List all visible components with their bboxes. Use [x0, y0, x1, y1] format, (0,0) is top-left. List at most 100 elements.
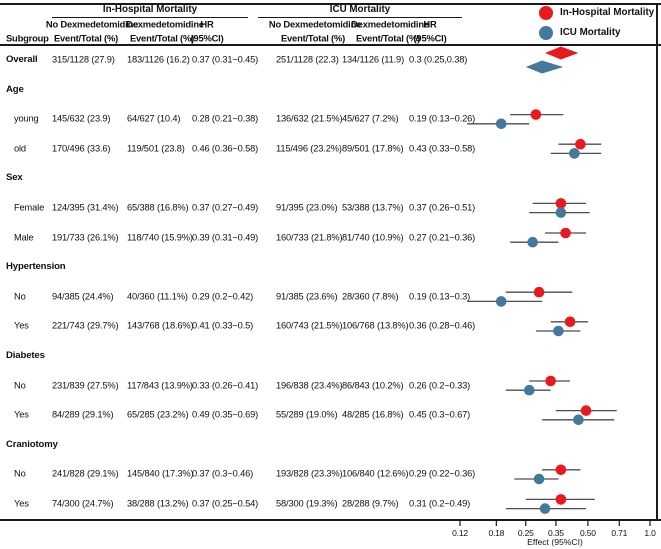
- icu-9-point: [553, 325, 564, 337]
- row-label-diabetes: Diabetes: [6, 350, 45, 362]
- header-separator: [0, 44, 661, 46]
- row-label-yes: Yes: [14, 409, 29, 420]
- cell-ih-no-dex: 74/300 (24.7%): [52, 498, 114, 509]
- row-label-yes: Yes: [14, 320, 29, 331]
- cell-ih-hr: 0.29 (0.2~0.42): [192, 291, 254, 302]
- axis-tick-label: 0.71: [611, 528, 628, 538]
- in-hospital-9-point: [564, 316, 576, 328]
- cell-icu-hr: 0.45 (0.3~0.67): [409, 409, 471, 420]
- cell-ih-no-dex: 124/395 (31.4%): [52, 202, 119, 213]
- cell-icu-dex: 48/285 (16.8%): [342, 409, 404, 420]
- cell-icu-no-dex: 251/1128 (22.3): [276, 54, 339, 65]
- row-label-old: old: [14, 143, 26, 154]
- cell-icu-hr: 0.31 (0.2~0.49): [409, 498, 471, 509]
- icu-3-point: [569, 148, 580, 159]
- in-hospital-14-point: [555, 464, 567, 476]
- cell-ih-no-dex: 84/289 (29.1%): [52, 409, 114, 420]
- col-header-subgroup: Subgroup: [6, 32, 49, 44]
- row-label-overall: Overall: [6, 54, 38, 66]
- cell-ih-dex: 117/843 (13.9%): [127, 379, 193, 390]
- in-hospital-underline: [52, 17, 248, 19]
- axis-tick-label: 0.18: [488, 528, 505, 538]
- col-header-ih-ci: (95%CI): [190, 32, 224, 44]
- cell-icu-no-dex: 91/395 (23.0%): [276, 202, 338, 213]
- row-label-male: Male: [14, 231, 34, 242]
- in-hospital-8-point: [533, 286, 545, 298]
- row-label-hypertension: Hypertension: [6, 261, 66, 273]
- col-header-ih-event-total-2: Event/Total (%): [129, 32, 195, 44]
- icu-5-point: [555, 207, 567, 218]
- cell-ih-no-dex: 231/839 (27.5%): [52, 379, 119, 390]
- cell-icu-dex: 28/360 (7.8%): [342, 291, 399, 302]
- row-label-craniotomy: Craniotomy: [6, 439, 58, 450]
- cell-icu-no-dex: 115/496 (23.2%): [276, 143, 342, 154]
- col-header-icu-dex: Dexmedetomidine: [351, 18, 429, 30]
- icu-6-point: [527, 236, 538, 248]
- cell-ih-dex: 64/627 (10.4): [127, 113, 181, 124]
- cell-ih-dex: 65/388 (16.8%): [127, 202, 189, 213]
- cell-icu-dex: 53/388 (13.7%): [342, 202, 404, 213]
- in-hospital-mortality-marker-icon: [539, 6, 553, 20]
- col-header-icu-hr: HR: [423, 18, 437, 30]
- in-hospital-15-point: [555, 494, 567, 505]
- cell-icu-no-dex: 160/733 (21.8%): [276, 231, 343, 242]
- cell-ih-dex: 145/840 (17.3%): [127, 468, 194, 479]
- col-header-icu-event-total-2: Event/Total (%): [355, 32, 421, 44]
- in-hospital-11-point: [545, 375, 556, 387]
- in-hospital-3-point: [575, 138, 586, 150]
- cell-icu-dex: 81/740 (10.9%): [342, 231, 404, 242]
- cell-ih-hr: 0.37 (0.3~0.46): [192, 468, 254, 479]
- cell-icu-dex: 45/627 (7.2%): [342, 113, 399, 124]
- cell-ih-no-dex: 170/496 (33.6): [52, 143, 111, 154]
- cell-icu-no-dex: 58/300 (19.3%): [276, 498, 338, 509]
- col-header-icu-ci: (95%CI): [413, 32, 447, 44]
- cell-ih-hr: 0.39 (0.31~0.49): [192, 231, 259, 242]
- cell-icu-dex: 106/840 (12.6%): [342, 468, 409, 479]
- cell-icu-hr: 0.36 (0.28~0.46): [409, 320, 476, 331]
- in-hospital-2-point: [530, 109, 542, 120]
- cell-ih-no-dex: 315/1128 (27.9): [52, 54, 115, 65]
- cell-ih-dex: 40/360 (11.1%): [127, 291, 188, 302]
- cell-icu-dex: 28/288 (9.7%): [342, 498, 399, 509]
- axis-tick-label: 0.25: [517, 528, 534, 538]
- cell-ih-hr: 0.33 (0.26~0.41): [192, 379, 259, 390]
- icu-underline: [258, 17, 462, 19]
- cell-ih-no-dex: 241/828 (29.1%): [52, 468, 119, 479]
- icu-mortality-marker-icon: [539, 26, 553, 40]
- cell-ih-hr: 0.28 (0.21~0.38): [192, 113, 259, 124]
- x-axis-title: Effect (95%CI): [527, 537, 583, 547]
- cell-icu-hr: 0.27 (0.21~0.36): [409, 231, 476, 242]
- top-border: [0, 3, 661, 5]
- in-hospital-5-point: [555, 198, 567, 209]
- cell-ih-hr: 0.37 (0.25~0.54): [192, 498, 259, 509]
- cell-ih-hr: 0.49 (0.35~0.69): [192, 409, 259, 420]
- icu-12-point: [573, 414, 584, 426]
- cell-icu-no-dex: 136/632 (21.5%): [276, 113, 343, 124]
- row-label-no: No: [14, 379, 26, 390]
- row-label-female: Female: [14, 202, 45, 213]
- axis-tick-label: 0.50: [580, 528, 596, 538]
- cell-icu-dex: 106/768 (13.8%): [342, 320, 409, 331]
- cell-icu-dex: 86/843 (10.2%): [342, 379, 404, 390]
- row-label-no: No: [14, 468, 26, 479]
- icu-11-point: [523, 384, 535, 396]
- axis-tick-label: 0.35: [548, 528, 564, 538]
- icu-14-point: [533, 473, 545, 485]
- axis-tick-label: 0.12: [452, 528, 468, 538]
- row-label-sex: Sex: [6, 172, 23, 184]
- right-border: [656, 3, 658, 520]
- icu-2-point: [495, 118, 507, 130]
- col-header-icu-no-dex: No Dexmedetomidine: [268, 18, 362, 30]
- col-header-ih-dex: Dexmedetomidine: [126, 18, 204, 30]
- group-title-in-hospital: In-Hospital Mortality: [102, 4, 198, 16]
- icu-8-point: [495, 296, 507, 307]
- cell-icu-dex: 134/1126 (11.9): [342, 54, 405, 65]
- col-header-ih-hr: HR: [200, 18, 214, 30]
- cell-icu-no-dex: 196/838 (23.4%): [276, 379, 343, 390]
- cell-ih-no-dex: 191/733 (26.1%): [52, 231, 119, 242]
- cell-ih-no-dex: 94/385 (24.4%): [52, 291, 114, 302]
- cell-icu-hr: 0.43 (0.33~0.58): [409, 143, 476, 154]
- row-label-yes: Yes: [14, 498, 29, 509]
